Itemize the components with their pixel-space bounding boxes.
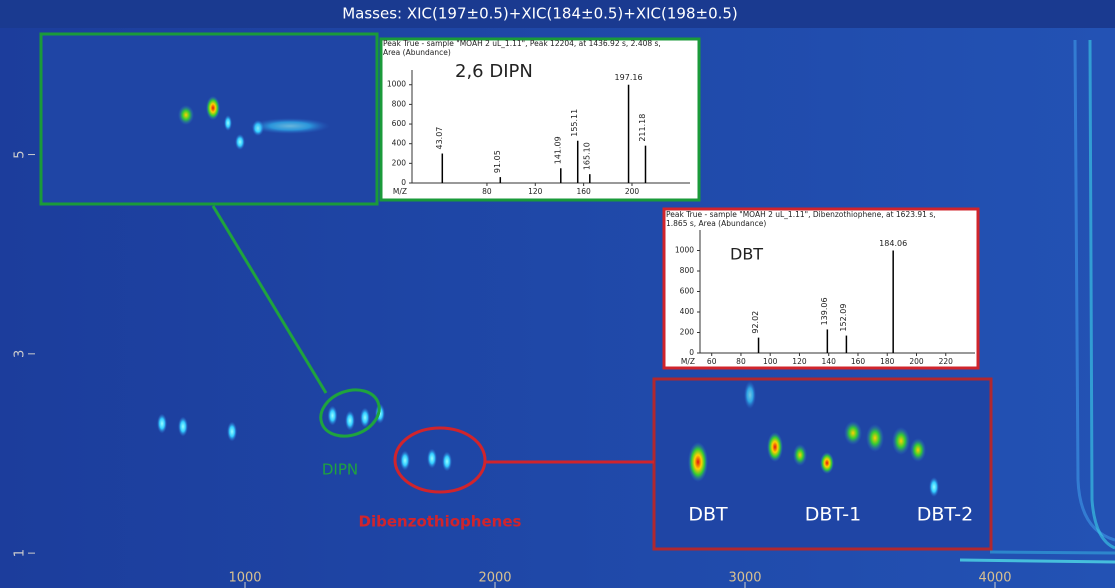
spectrum-frame: [662, 207, 980, 370]
x-tick-label: 120: [528, 187, 543, 196]
zoom-label: DBT: [688, 504, 728, 526]
x-tick-label: 60: [707, 357, 717, 366]
contour-plot: Masses: XIC(197±0.5)+XIC(184±0.5)+XIC(19…: [13, 5, 1012, 588]
annotation: Dibenzothiophenes: [359, 513, 522, 531]
zoom-label: DBT-1: [805, 504, 861, 526]
peak-label: 197.16: [615, 73, 643, 82]
peak-spot: [400, 450, 410, 471]
peak-spot: [427, 448, 437, 469]
peak-spot: [157, 413, 167, 434]
peak-label: 152.09: [839, 304, 848, 332]
zoom-label: DBT-2: [917, 504, 973, 526]
y-tick-label: 800: [392, 99, 407, 108]
right-streaks: [959, 39, 1115, 564]
title-band: [0, 0, 1115, 28]
x-tick-label: 4000: [978, 571, 1011, 586]
x-tick-label: 1000: [228, 571, 261, 586]
x-tick-label: 100: [763, 357, 778, 366]
peak-label: 184.06: [879, 239, 907, 248]
dbt-zoom-inset: DBT DBT-1 DBT-2: [652, 377, 993, 551]
mass-spectrum: Peak True - sample "MOAH 2 uL_1.11", Pea…: [379, 37, 701, 202]
x-tick-label: 180: [880, 357, 895, 366]
y-tick-label: 200: [392, 158, 407, 167]
peak-spot: [360, 407, 370, 428]
peak-spot: [227, 421, 237, 442]
mass-spectrum: Peak True - sample "MOAH 2 uL_1.11", Dib…: [662, 207, 980, 370]
annotation: DIPN: [322, 461, 358, 479]
spectrum-header: Peak True - sample "MOAH 2 uL_1.11", Dib…: [666, 210, 936, 228]
y-tick-label: 600: [392, 119, 407, 128]
peak-spot: [327, 405, 338, 426]
y-tick-label: 1: [13, 549, 28, 557]
x-tick-label: 160: [851, 357, 866, 366]
peak-label: 211.18: [638, 114, 647, 142]
peak-spot: [178, 416, 188, 437]
x-axis-label: M/Z: [681, 357, 695, 366]
y-tick-label: 1000: [675, 246, 694, 255]
peak-spot: [442, 451, 452, 472]
dipn-zoom-inset: [39, 32, 379, 206]
compound-label: 2,6 DIPN: [455, 61, 533, 82]
y-tick-label: 1000: [387, 80, 406, 89]
spectrum-header: Peak True - sample "MOAH 2 uL_1.11", Pea…: [383, 39, 661, 57]
chart-title: Masses: XIC(197±0.5)+XIC(184±0.5)+XIC(19…: [342, 5, 738, 23]
x-tick-label: 80: [736, 357, 746, 366]
peak-label: 141.09: [553, 136, 562, 164]
x-tick-label: 80: [482, 187, 492, 196]
x-tick-label: 2000: [478, 571, 511, 586]
callouts: [211, 205, 654, 494]
y-tick-label: 400: [392, 139, 407, 148]
x-tick-label: 160: [576, 187, 591, 196]
y-tick-label: 0: [689, 348, 694, 357]
peak-label: 92.02: [751, 311, 760, 334]
x-tick-label: 200: [909, 357, 924, 366]
y-tick-label: 5: [13, 150, 28, 158]
y-tick-label: 800: [680, 266, 695, 275]
y-tick-label: 400: [680, 307, 695, 316]
y-tick-label: 3: [13, 350, 28, 358]
x-tick-label: 220: [939, 357, 954, 366]
y-tick-label: 200: [680, 328, 695, 337]
peak-label: 91.05: [493, 150, 502, 173]
peak-label: 165.10: [582, 142, 591, 170]
x-axis-label: M/Z: [393, 187, 407, 196]
x-tick-label: 140: [822, 357, 837, 366]
y-tick-label: 0: [401, 178, 406, 187]
compound-label: DBT: [730, 245, 763, 264]
peak-label: 155.11: [570, 109, 579, 137]
x-tick-label: 120: [792, 357, 807, 366]
peak-spot: [345, 410, 355, 431]
x-tick-label: 3000: [728, 571, 761, 586]
peak-label: 43.07: [435, 127, 444, 150]
spectrum-frame: [379, 37, 701, 202]
y-tick-label: 600: [680, 287, 695, 296]
peak-label: 139.06: [820, 297, 829, 325]
x-tick-label: 200: [625, 187, 640, 196]
